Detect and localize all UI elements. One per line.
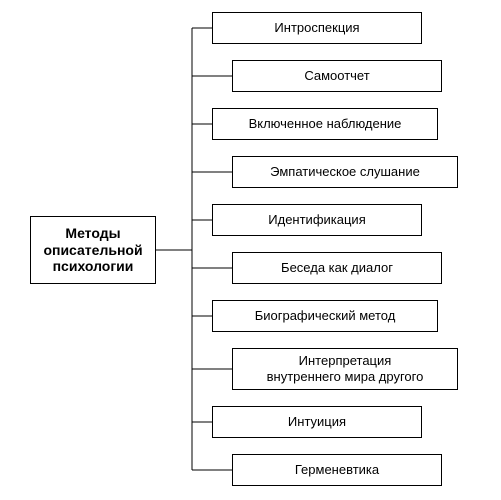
child-node-2: Включенное наблюдение <box>212 108 438 140</box>
child-node-3: Эмпатическое слушание <box>232 156 458 188</box>
child-node-0: Интроспекция <box>212 12 422 44</box>
root-node-label: Методы описательной психологии <box>43 225 142 275</box>
child-node-7: Интерпретация внутреннего мира другого <box>232 348 458 390</box>
child-node-0-label: Интроспекция <box>274 20 359 36</box>
child-node-8-label: Интуиция <box>288 414 346 430</box>
child-node-1: Самоотчет <box>232 60 442 92</box>
child-node-8: Интуиция <box>212 406 422 438</box>
child-node-3-label: Эмпатическое слушание <box>270 164 420 180</box>
child-node-1-label: Самоотчет <box>304 68 369 84</box>
child-node-9-label: Герменевтика <box>295 462 379 478</box>
child-node-4-label: Идентификация <box>268 212 365 228</box>
diagram-canvas: Методы описательной психологии Интроспекц… <box>0 0 501 500</box>
child-node-7-label: Интерпретация внутреннего мира другого <box>267 353 424 384</box>
child-node-9: Герменевтика <box>232 454 442 486</box>
root-node: Методы описательной психологии <box>30 216 156 284</box>
child-node-2-label: Включенное наблюдение <box>249 116 402 132</box>
child-node-5: Беседа как диалог <box>232 252 442 284</box>
child-node-5-label: Беседа как диалог <box>281 260 393 276</box>
child-node-4: Идентификация <box>212 204 422 236</box>
child-node-6-label: Биографический метод <box>255 308 396 324</box>
child-node-6: Биографический метод <box>212 300 438 332</box>
